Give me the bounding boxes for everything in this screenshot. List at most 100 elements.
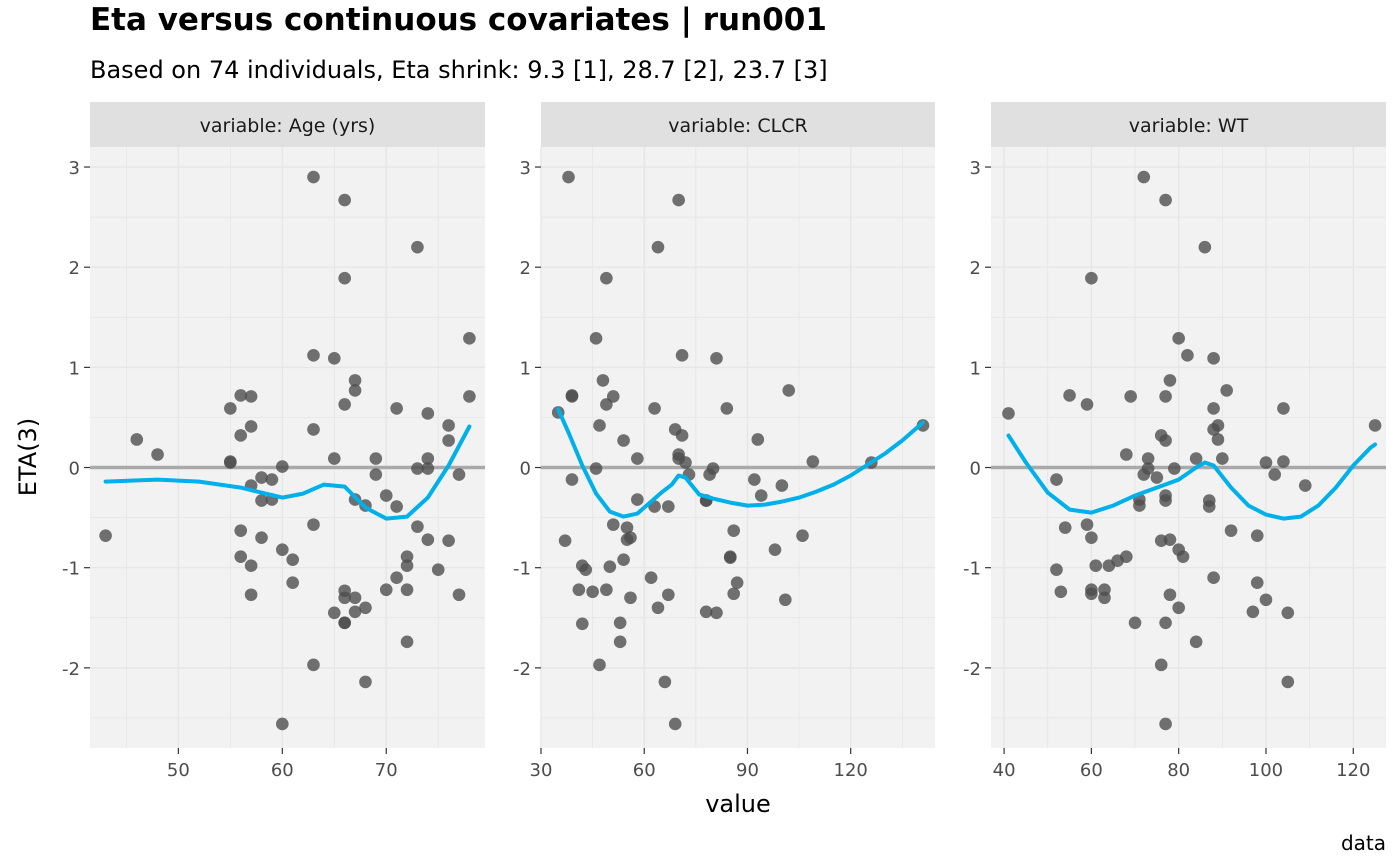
data-point — [390, 500, 403, 513]
x-tick-label: 60 — [1080, 760, 1103, 781]
data-point — [672, 193, 685, 207]
data-point — [442, 419, 455, 432]
y-tick-label: 2 — [69, 258, 80, 279]
data-point — [1159, 616, 1172, 630]
y-tick-label: 3 — [69, 158, 80, 179]
data-point — [1189, 635, 1203, 649]
data-point — [1211, 433, 1225, 446]
y-tick-label: -1 — [963, 559, 981, 580]
data-point — [631, 452, 644, 465]
data-point — [586, 585, 599, 599]
data-point — [565, 390, 579, 403]
data-point — [1054, 585, 1068, 599]
data-point — [1216, 452, 1229, 465]
data-point — [1181, 349, 1194, 362]
data-point — [1281, 606, 1295, 620]
data-point — [411, 520, 424, 533]
x-tick-label: 30 — [530, 760, 553, 781]
data-point — [1141, 462, 1155, 475]
facet-strip-label: variable: Age (yrs) — [200, 115, 376, 137]
data-point — [327, 452, 341, 465]
chart-caption: data — [1340, 831, 1386, 855]
data-point — [130, 433, 144, 446]
data-point — [651, 601, 665, 615]
data-point — [1259, 456, 1273, 469]
data-point — [768, 543, 782, 556]
data-point — [1050, 563, 1063, 577]
data-point — [151, 448, 164, 461]
y-tick-label: 3 — [520, 158, 531, 179]
data-point — [307, 170, 320, 184]
data-point — [276, 460, 289, 473]
data-point — [452, 468, 466, 481]
data-point — [1207, 352, 1220, 365]
smooth-line — [556, 407, 925, 519]
data-point — [754, 489, 768, 502]
data-point — [234, 524, 248, 537]
data-point — [775, 479, 789, 492]
y-tick-label: -1 — [62, 559, 80, 580]
data-point — [748, 473, 761, 486]
data-point — [400, 559, 414, 572]
data-point — [651, 240, 665, 254]
data-point — [699, 605, 713, 619]
data-point — [244, 559, 258, 572]
x-tick-label: 80 — [1167, 760, 1190, 781]
data-point — [1168, 462, 1181, 475]
data-point — [1163, 588, 1177, 602]
data-point — [421, 533, 435, 546]
data-point — [806, 455, 820, 468]
data-point — [234, 550, 248, 563]
y-tick-label: 2 — [520, 258, 531, 279]
data-point — [1085, 531, 1098, 544]
data-point — [1058, 521, 1072, 534]
facet-strip — [90, 102, 485, 147]
data-point — [679, 456, 692, 469]
data-point — [1277, 455, 1290, 468]
data-point — [338, 616, 351, 630]
data-point — [348, 384, 362, 397]
data-point — [1085, 271, 1098, 285]
data-point — [369, 452, 383, 465]
data-point — [1128, 616, 1142, 630]
data-point — [1159, 434, 1172, 447]
data-point — [431, 563, 445, 577]
panel-background — [541, 147, 935, 748]
x-tick-label: 40 — [993, 760, 1016, 781]
data-point — [1120, 550, 1133, 563]
facet-panel: variable: Age (yrs) 50 60 70 -2 -1 0 1 2 3 — [62, 102, 485, 781]
data-point — [617, 434, 630, 447]
data-point — [244, 390, 258, 403]
data-point — [1172, 332, 1185, 345]
data-point — [1150, 471, 1164, 484]
data-point — [727, 524, 740, 537]
data-point — [379, 489, 393, 502]
data-point — [1124, 390, 1137, 403]
data-point — [1268, 468, 1282, 481]
data-point — [379, 583, 393, 597]
data-point — [617, 553, 630, 566]
data-point — [613, 635, 627, 649]
data-point — [307, 349, 320, 362]
x-tick-label: 50 — [167, 760, 190, 781]
data-point — [1211, 419, 1225, 432]
data-point — [606, 518, 620, 531]
data-point — [589, 462, 603, 475]
data-point — [234, 429, 248, 442]
data-point — [1089, 559, 1103, 572]
data-point — [662, 588, 675, 602]
data-point — [600, 271, 613, 285]
data-point — [644, 571, 658, 585]
data-point — [99, 529, 112, 542]
data-point — [1085, 587, 1098, 601]
data-point — [575, 617, 589, 631]
data-point — [1277, 402, 1290, 415]
data-point — [307, 658, 320, 672]
data-point — [369, 468, 383, 481]
data-point — [286, 576, 299, 590]
data-point — [327, 606, 341, 620]
facet-strip — [991, 102, 1386, 147]
data-point — [400, 635, 414, 649]
facet-panel: variable: CLCR 30 60 90 120 -2 -1 0 1 2 3 — [513, 102, 935, 781]
data-point — [1298, 479, 1312, 492]
